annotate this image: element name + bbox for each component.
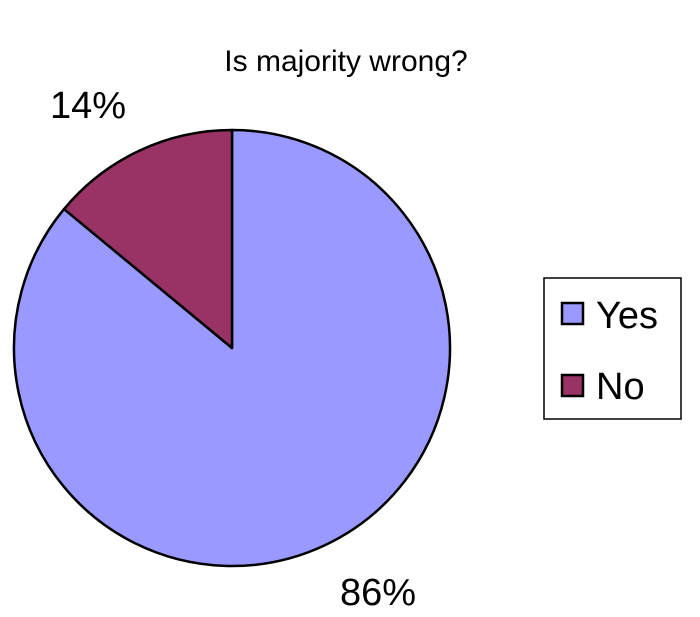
legend-label-yes: Yes xyxy=(596,295,658,337)
legend-swatch-yes xyxy=(560,301,585,326)
legend-swatch-no xyxy=(560,373,585,398)
pie-slices xyxy=(12,128,452,568)
pie-slice-no xyxy=(62,128,234,350)
pie-label-yes: 86% xyxy=(340,572,416,614)
chart-title: Is majority wrong? xyxy=(224,45,467,78)
legend: Yes No xyxy=(543,277,682,420)
pie-label-no: 14% xyxy=(50,85,126,127)
legend-label-no: No xyxy=(596,366,645,408)
pie-slice-labels: 86% 14% xyxy=(50,85,416,614)
